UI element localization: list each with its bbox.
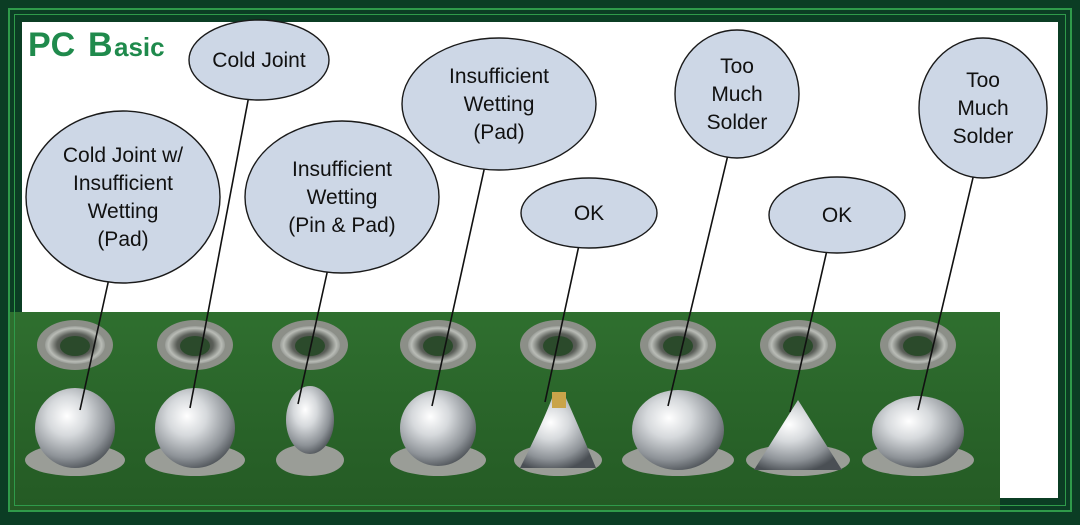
empty-hole (37, 320, 113, 370)
bubble-label-line: (Pad) (97, 228, 148, 251)
solder-joint (145, 388, 245, 476)
label-bubble-too-much-solder-2: Too Much Solder (918, 37, 1048, 179)
logo-b: B (88, 26, 113, 64)
leader-line (79, 280, 110, 411)
leader-line (667, 155, 729, 407)
bubble-label-line: Insufficient (449, 65, 549, 88)
bubble-label-line: OK (822, 204, 852, 227)
empty-hole (400, 320, 476, 370)
label-bubbles: Cold Joint w/InsufficientWetting(Pad)Col… (25, 19, 1048, 284)
bubble-shape (520, 177, 658, 249)
leader-line (917, 175, 975, 411)
leader-line (544, 245, 580, 403)
solder-joint-row (25, 386, 974, 476)
bubble-label-line: OK (574, 202, 604, 225)
bubble-label-line: Too (966, 69, 1000, 92)
empty-hole (272, 320, 348, 370)
leader-line (789, 250, 828, 413)
label-bubble-cold-joint-insufficient-wetting: Cold Joint w/Insufficient Wetting (Pad) (25, 110, 221, 284)
leader-line (431, 167, 486, 407)
leader-line (297, 270, 329, 405)
bubble-label-line: Cold Joint w/ (63, 144, 183, 167)
label-bubble-insufficient-wetting-pin-pad: Insufficient Wetting (Pin & Pad) (244, 120, 440, 274)
empty-hole (157, 320, 233, 370)
bubble-label-line: Solder (707, 111, 768, 134)
bubble-shape (188, 19, 330, 101)
pcbasic-logo: PC B asic (28, 26, 165, 64)
bubble-shape (401, 37, 597, 171)
logo-pc: PC (28, 26, 75, 64)
solder-joint (25, 388, 125, 476)
solder-joint (862, 396, 974, 476)
label-bubble-ok-2: OK (768, 176, 906, 254)
inner-frame (14, 14, 1066, 506)
bubble-shape (674, 29, 800, 159)
bubble-label-line: Solder (953, 125, 1014, 148)
solder-joint (390, 390, 486, 476)
bubble-label-line: Cold Joint (212, 49, 306, 72)
bubble-label-line: Wetting (88, 200, 159, 223)
label-bubble-cold-joint: Cold Joint (188, 19, 330, 101)
bubble-label-line: Much (957, 97, 1008, 120)
label-bubble-too-much-solder-1: Too Much Solder (674, 29, 800, 159)
bubble-label-line: Wetting (464, 93, 535, 116)
logo-asic: asic (114, 32, 165, 62)
bubble-label-line: Wetting (307, 186, 378, 209)
bubble-label-line: (Pad) (473, 121, 524, 144)
empty-hole (640, 320, 716, 370)
bubble-label-line: (Pin & Pad) (288, 214, 395, 237)
bubble-label-line: Insufficient (292, 158, 392, 181)
bubble-shape (25, 110, 221, 284)
bubble-shape (244, 120, 440, 274)
bubble-shape (768, 176, 906, 254)
solder-joint (746, 400, 850, 476)
bubble-shape (918, 37, 1048, 179)
through-hole-row (37, 320, 956, 370)
bubble-label-line: Much (711, 83, 762, 106)
empty-hole (760, 320, 836, 370)
leader-lines (79, 97, 975, 413)
solder-joint (622, 390, 734, 476)
solder-joint (514, 392, 602, 476)
leader-line (189, 97, 250, 409)
label-bubble-ok-1: OK (520, 177, 658, 249)
outer-frame (8, 8, 1072, 512)
label-bubble-insufficient-wetting-pad: Insufficient Wetting (Pad) (401, 37, 597, 171)
bubble-label-line: Insufficient (73, 172, 173, 195)
bubble-label-line: Too (720, 55, 754, 78)
